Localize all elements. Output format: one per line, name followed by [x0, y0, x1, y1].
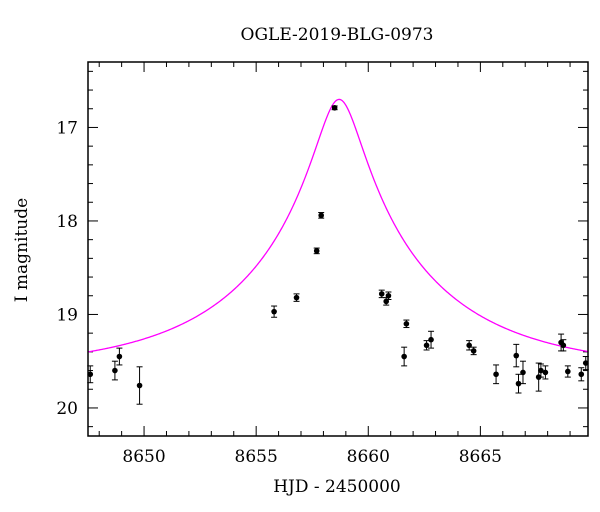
model-curve-layer [87, 98, 589, 353]
data-point [428, 336, 434, 343]
data-point [403, 321, 410, 327]
data-point [466, 342, 472, 349]
x-axis-ticks: 8650 8655 8660 8665 [98, 62, 571, 467]
data-point [271, 308, 277, 315]
data-point-group [513, 343, 520, 368]
data-point-group [466, 340, 473, 351]
data-point-group [428, 330, 435, 349]
x-tick-label: 8650 [122, 447, 165, 467]
y-axis-ticks: 17 18 19 20 [56, 70, 588, 428]
data-point [470, 348, 477, 354]
data-point [378, 291, 385, 297]
data-point-group [136, 366, 143, 405]
data-point [515, 380, 522, 387]
y-tick-label: 19 [56, 305, 78, 325]
data-point-group [578, 367, 585, 382]
data-point-group [560, 339, 567, 352]
y-tick-label: 20 [56, 399, 78, 419]
data-point-group [515, 373, 522, 394]
data-point [565, 368, 571, 375]
data-point-group [493, 364, 500, 385]
data-point [401, 353, 407, 360]
data-point-group [470, 346, 477, 356]
data-point-group [116, 347, 123, 366]
data-point-group [564, 365, 571, 378]
data-point [560, 342, 567, 349]
x-tick-label: 8655 [235, 447, 278, 467]
data-points-layer [87, 105, 589, 405]
y-tick-label: 18 [56, 212, 78, 232]
plot-frame [87, 61, 589, 437]
data-point [293, 294, 300, 301]
data-point-group [385, 291, 392, 300]
data-point [493, 371, 499, 378]
data-point [423, 342, 430, 349]
data-point-group [271, 305, 278, 318]
x-tick-label: 8660 [347, 447, 390, 467]
data-point [136, 382, 143, 389]
data-point [318, 212, 324, 219]
data-point-group [293, 293, 300, 302]
model-curve [87, 98, 589, 353]
data-point [513, 352, 520, 359]
data-point [313, 248, 320, 254]
data-point-group [542, 365, 549, 380]
data-point-group [403, 319, 410, 329]
data-point [331, 105, 338, 111]
data-point-group [331, 105, 338, 111]
data-point-group [401, 346, 408, 367]
data-point [520, 369, 526, 376]
data-point-group [318, 212, 325, 219]
data-point [582, 360, 589, 366]
data-point [578, 371, 585, 378]
data-point-group [519, 360, 526, 385]
x-axis-label: HJD - 2450000 [273, 477, 401, 497]
data-point [542, 369, 549, 376]
data-point-group [582, 356, 589, 371]
data-point [116, 353, 123, 360]
data-point-group [537, 363, 544, 378]
y-axis-label: I magnitude [12, 198, 32, 302]
data-point [538, 367, 544, 374]
x-tick-label: 8665 [459, 447, 502, 467]
data-point [385, 292, 392, 299]
data-point [87, 371, 94, 378]
chart-title: OGLE-2019-BLG-0973 [241, 25, 434, 45]
data-point-group [111, 360, 118, 381]
y-tick-label: 17 [56, 118, 78, 138]
data-point [112, 367, 118, 374]
data-point-group [313, 247, 320, 255]
